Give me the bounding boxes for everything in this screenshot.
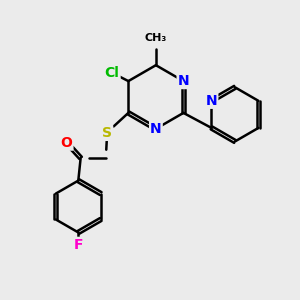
Text: F: F <box>74 238 83 252</box>
Text: S: S <box>102 126 112 140</box>
Text: CH₃: CH₃ <box>145 32 167 43</box>
Text: N: N <box>150 122 162 136</box>
Text: Cl: Cl <box>105 66 120 80</box>
Text: O: O <box>61 136 73 150</box>
Text: N: N <box>178 74 189 88</box>
Text: N: N <box>206 94 217 108</box>
